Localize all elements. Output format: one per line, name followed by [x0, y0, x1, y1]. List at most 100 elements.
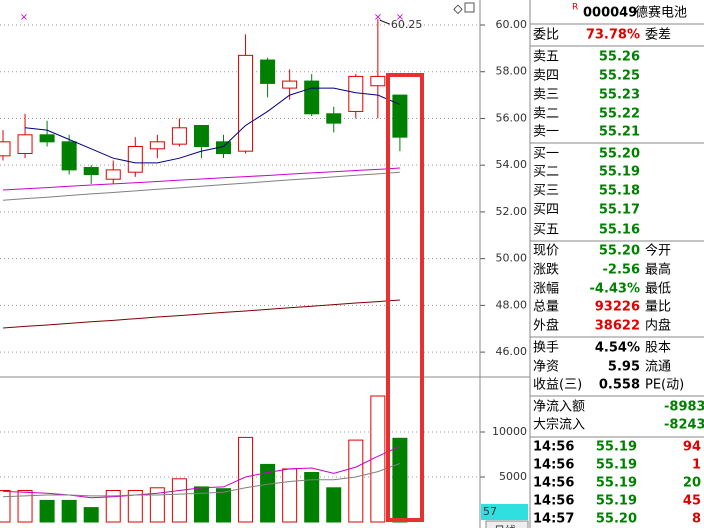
- trade-volume: 94: [683, 440, 701, 455]
- volume-bar: [17, 490, 33, 523]
- volume-bar: [392, 437, 408, 523]
- row-label: 量比: [645, 300, 671, 315]
- volume-bar: [171, 478, 187, 523]
- volume-bar: [260, 463, 276, 523]
- candle-body: [171, 127, 187, 145]
- kline-chart: 60.00 58.00 56.00 54.00 52.00 50.00 48.00 46.00…: [0, 18, 529, 528]
- moving-average: [2, 299, 400, 329]
- level-price: 55.22: [599, 107, 640, 122]
- y-tick-label: 58.00: [496, 65, 528, 78]
- y-tick-label: 10000: [492, 425, 527, 438]
- candle-body: [105, 169, 121, 180]
- candle-body: [282, 80, 298, 89]
- trade-price: 55.19: [596, 476, 637, 491]
- candle-body: [83, 167, 99, 176]
- candle-body: [127, 145, 143, 173]
- level-label: 卖二: [533, 107, 559, 122]
- volume-bar: [149, 487, 165, 523]
- volume-bar: [61, 499, 77, 523]
- volume-bar: [105, 490, 121, 523]
- level-price: 55.25: [599, 69, 640, 84]
- level-price: 55.26: [599, 50, 640, 65]
- candle-body: [0, 141, 11, 157]
- volume-bar: [348, 439, 364, 523]
- trade-price: 55.19: [596, 494, 637, 509]
- candle-body: [304, 80, 320, 115]
- row-label: 流通: [645, 360, 671, 375]
- moving-average: [2, 167, 400, 191]
- candle-body: [348, 75, 364, 112]
- volume-bar: [304, 472, 320, 523]
- trade-time: 14:56: [533, 494, 574, 509]
- icon-diamond[interactable]: ◇: [453, 2, 463, 16]
- candle-body: [326, 113, 342, 124]
- trade-time: 14:56: [533, 476, 574, 491]
- volume-bar: [127, 490, 143, 523]
- flag: R: [572, 3, 578, 13]
- level-price: 55.17: [599, 203, 640, 218]
- volume-bar: [0, 490, 11, 523]
- moving-average: [24, 87, 401, 164]
- flow-value: -8243万: [664, 418, 704, 433]
- row-label: 收益(三): [533, 378, 582, 393]
- volume-bar: [193, 486, 209, 523]
- row-value: 55.20: [599, 244, 640, 259]
- row-label: 委差: [645, 28, 671, 43]
- row-value: 73.78%: [586, 28, 640, 43]
- row-label: 现价: [533, 244, 559, 259]
- high-pointer: [379, 19, 391, 25]
- marker: ×: [396, 12, 404, 23]
- moving-average: [2, 171, 400, 201]
- row-value: 0.558: [599, 378, 640, 393]
- candle-body: [39, 134, 55, 143]
- icon-square[interactable]: [464, 2, 475, 13]
- stock-name: 德赛电池: [635, 5, 687, 21]
- row-value: -2.56: [603, 263, 640, 278]
- row-label: PE(动): [645, 378, 684, 393]
- period-tab[interactable]: [485, 520, 529, 528]
- y-tick-label: 52.00: [496, 205, 528, 218]
- trade-time: 14:57: [533, 512, 574, 527]
- candle-body: [260, 59, 276, 84]
- trade-volume: 8: [692, 512, 701, 527]
- level-price: 55.20: [599, 147, 640, 162]
- level-label: 卖四: [533, 69, 559, 84]
- candle-body: [149, 141, 165, 150]
- row-label: 最高: [645, 262, 671, 278]
- period-label[interactable]: 日线: [494, 523, 516, 528]
- volume-bar: [216, 488, 231, 523]
- y-tick-label: 60.00: [496, 18, 528, 31]
- level-price: 55.18: [599, 184, 640, 199]
- y-tick-label: 56.00: [496, 111, 528, 124]
- trade-price: 55.19: [596, 440, 637, 455]
- y-tick-label: 54.00: [496, 158, 528, 171]
- level-label: 买一: [533, 147, 559, 162]
- row-label: 委比: [533, 28, 559, 43]
- level-price: 55.19: [599, 165, 640, 180]
- level-label: 卖三: [533, 88, 559, 103]
- row-label: 外盘: [533, 318, 559, 334]
- level-label: 买四: [533, 203, 559, 218]
- volume-bar: [326, 487, 342, 523]
- level-label: 卖五: [533, 50, 559, 65]
- row-value: -4.43%: [590, 282, 641, 297]
- row-label: 最低: [645, 282, 671, 297]
- level-label: 卖一: [533, 125, 559, 140]
- candle-body: [61, 141, 77, 171]
- flow-value: -8983万: [664, 400, 704, 415]
- trade-price: 55.19: [596, 458, 637, 473]
- level-label: 买五: [533, 223, 559, 238]
- row-value: 5.95: [608, 360, 640, 375]
- row-label: 换手: [533, 341, 559, 356]
- row-label: 内盘: [645, 318, 671, 334]
- candle-body: [392, 94, 408, 138]
- candle-body: [370, 75, 386, 87]
- y-tick-label: 5000: [499, 470, 527, 483]
- row-label: 涨跌: [533, 262, 559, 278]
- volume-bar: [370, 395, 386, 523]
- trade-time: 14:56: [533, 440, 574, 455]
- row-label: 今开: [645, 243, 671, 259]
- row-label: 净资: [533, 360, 559, 375]
